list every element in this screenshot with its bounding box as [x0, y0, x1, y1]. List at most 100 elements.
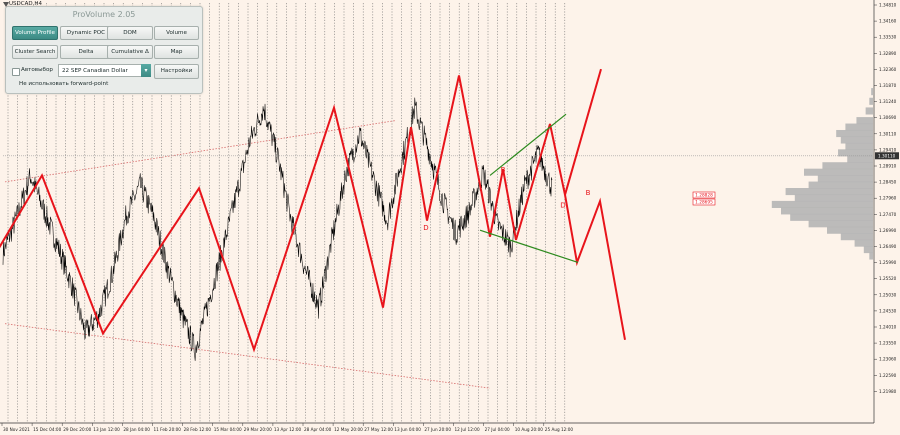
volume-profile-bar: [781, 207, 873, 215]
auto-select-checkbox[interactable]: [12, 68, 20, 76]
y-tick-label: 1.27470: [879, 212, 897, 217]
y-tick-label: 1.24010: [879, 325, 897, 330]
y-tick-label: 1.30690: [879, 115, 897, 120]
y-axis-bg: [874, 0, 900, 435]
y-tick-label: 1.27960: [879, 196, 897, 201]
x-tick-label: 13 Jan 12:00: [93, 427, 120, 432]
x-tick-label: 30 Nov 2021: [3, 427, 30, 432]
provolume-panel: ProVolume 2.05 Volume Profile Dynamic PO…: [5, 6, 203, 94]
dom-button[interactable]: DOM: [107, 26, 153, 40]
channel-line: [489, 113, 567, 176]
y-tick-label: 1.28910: [879, 164, 897, 169]
y-tick-label: 1.22590: [879, 373, 897, 378]
y-tick-label: 1.29410: [879, 147, 897, 152]
volume-profile-button[interactable]: Volume Profile: [12, 26, 58, 40]
volume-profile-bar: [840, 136, 873, 144]
wave-label: B: [586, 189, 591, 197]
wave-line: [564, 194, 626, 340]
volume-profile: [771, 88, 873, 260]
y-tick-label: 1.21980: [879, 389, 897, 394]
volume-profile-bar: [865, 107, 873, 115]
volume-profile-bar: [869, 252, 873, 260]
x-tick-label: 11 Feb 20:00: [154, 427, 182, 432]
price-box-label: 1.28828: [695, 193, 713, 199]
forward-point-label: Не использовать forward-point: [19, 81, 109, 87]
y-tick-label: 1.25030: [879, 292, 897, 297]
trend-line: [4, 323, 491, 389]
volume-profile-bar: [840, 233, 873, 241]
y-tick-label: 1.31870: [879, 83, 897, 88]
price-box: [692, 198, 716, 206]
y-tick-label: 1.34160: [879, 19, 897, 24]
y-tick-label: 1.32890: [879, 51, 897, 56]
settings-button[interactable]: Настройки: [154, 64, 199, 79]
volume-profile-bar: [794, 194, 873, 202]
y-tick-label: 1.31240: [879, 99, 897, 104]
x-tick-label: 28 Jan 04:00: [123, 427, 150, 432]
delta-button[interactable]: Delta: [60, 45, 112, 59]
x-tick-label: 25 Aug 12:00: [545, 427, 574, 432]
volume-profile-bar: [863, 246, 873, 254]
y-tick-label: 1.28450: [879, 180, 897, 185]
volume-profile-bar: [785, 188, 873, 196]
price-series: [2, 97, 873, 361]
chevron-down-icon[interactable]: ▾: [141, 64, 151, 77]
auto-select-label: Автовыбор: [21, 67, 53, 73]
map-button[interactable]: Map: [154, 45, 199, 59]
y-tick-label: 1.26490: [879, 244, 897, 249]
wave-line: [0, 68, 602, 353]
x-tick-label: 13 Apr 12:00: [274, 427, 302, 432]
instrument-select[interactable]: 22 SEP Canadian Dollar: [58, 64, 146, 77]
volume-profile-bar: [827, 226, 873, 234]
x-tick-label: 28 Apr 04:00: [304, 427, 332, 432]
wave-label: D: [560, 202, 565, 210]
channel-lines: [479, 113, 579, 264]
current-price-tag: [875, 152, 899, 160]
y-tick-label: 1.23550: [879, 341, 897, 346]
dynamic-poc-button[interactable]: Dynamic POC: [60, 26, 112, 40]
cluster-search-button[interactable]: Cluster Search: [12, 45, 58, 59]
x-tick-label: 12 Jul 12:00: [455, 427, 480, 432]
symbol-label: USDCAD,H4: [9, 1, 42, 7]
volume-profile-bar: [817, 175, 873, 183]
volume-profile-bar: [854, 239, 873, 247]
price-box-label: 1.28695: [695, 200, 713, 206]
x-tick-label: 10 Aug 20:00: [515, 427, 544, 432]
x-tick-label: 15 Dec 04:00: [33, 427, 61, 432]
x-tick-label: 29 Mar 20:00: [244, 427, 272, 432]
volume-profile-bar: [790, 213, 873, 221]
volume-profile-bar: [845, 123, 873, 131]
volume-profile-bar: [771, 200, 873, 208]
volume-profile-bar: [822, 162, 873, 170]
volume-profile-bar: [804, 168, 873, 176]
x-tick-label: 27 Jun 20:00: [424, 427, 451, 432]
volume-profile-bar: [808, 220, 873, 228]
volume-profile-bar: [836, 129, 873, 138]
volume-profile-bar: [838, 149, 873, 157]
cumulative-delta-button[interactable]: Cumulative Δ: [107, 45, 153, 59]
y-tick-label: 1.30110: [879, 131, 897, 136]
y-tick-label: 1.34810: [879, 3, 897, 8]
triangle-down-icon: [3, 2, 9, 7]
channel-line: [479, 229, 579, 264]
x-tick-label: 28 Feb 12:00: [184, 427, 212, 432]
volume-button[interactable]: Volume: [154, 26, 199, 40]
x-tick-label: 15 Mar 04:00: [214, 427, 242, 432]
y-tick-label: 1.23060: [879, 357, 897, 362]
x-tick-label: 29 Dec 20:00: [63, 427, 91, 432]
x-tick-label: 13 Jun 04:00: [394, 427, 421, 432]
x-axis-bg: [0, 423, 900, 435]
y-tick-label: 1.25990: [879, 260, 897, 265]
volume-profile-bar: [845, 142, 873, 150]
wave-label: D: [423, 224, 428, 232]
y-tick-label: 1.33530: [879, 35, 897, 40]
wave-lines: [0, 68, 626, 353]
volume-profile-bar: [847, 155, 873, 163]
current-price-label: 1.30110: [878, 153, 896, 158]
volume-profile-bar: [808, 181, 873, 189]
trend-lines: [4, 120, 491, 389]
x-tick-label: 27 Jul 04:00: [485, 427, 510, 432]
